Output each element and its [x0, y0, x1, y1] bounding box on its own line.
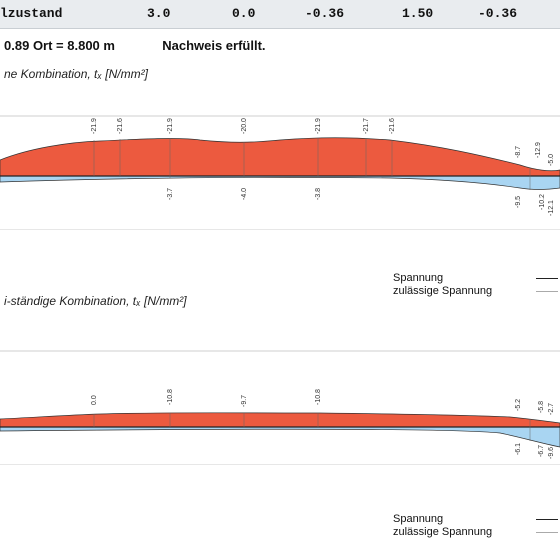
- legend-label-spannung: Spannung: [393, 513, 444, 525]
- row-value-5: -0.36: [478, 6, 518, 21]
- legend-item-zulaessig: zulässige Spannung: [393, 526, 558, 539]
- legend-line-zulaessig: [536, 532, 558, 533]
- chart2-diagram: 0.0 -10.8 -9.7 -10.8 -5.2 -5.8 -2.7 -6.1…: [0, 350, 560, 465]
- chart1-bottom-label: -9.5: [515, 196, 522, 208]
- chart1-top-label: -8.7: [515, 146, 522, 158]
- row-value-2: 0.0: [232, 6, 256, 21]
- chart1-top-label: -21.6: [389, 118, 396, 134]
- legend-label-spannung: Spannung: [393, 272, 444, 284]
- chart1-bottom-label: -4.0: [241, 188, 248, 200]
- chart1-tension-area: [0, 175, 560, 190]
- legend-label-zulaessig: zulässige Spannung: [393, 285, 493, 297]
- load-table-row: lzustand 3.0 0.0 -0.36 1.50 -0.36: [0, 0, 560, 29]
- chart1-bottom-label: -12.1: [548, 200, 555, 216]
- legend-line-spannung: [536, 278, 558, 279]
- chart1-bottom-label: -3.7: [167, 188, 174, 200]
- chart1-legend: Spannung zulässige Spannung: [393, 272, 558, 298]
- chart1-top-label: -21.9: [315, 118, 322, 134]
- chart2-top-label: -5.8: [538, 401, 545, 413]
- chart2-bottom-values: -6.1 -6.7 -9.6: [515, 443, 555, 459]
- chart1-top-label: -5.0: [548, 154, 555, 166]
- chart2-bottom-label: -6.7: [538, 445, 545, 457]
- chart2-bottom-label: -9.6: [548, 447, 555, 459]
- chart2-top-label: 0.0: [91, 395, 98, 405]
- chart2-tension-area: [0, 426, 560, 448]
- location-text: Ort = 8.800 m: [32, 38, 115, 53]
- chart1-diagram: -21.9 -21.6 -21.9 -20.0 -21.9 -21.7 -21.…: [0, 115, 560, 230]
- row-value-3: -0.36: [305, 6, 345, 21]
- chart2-compression-area: [0, 412, 560, 428]
- legend-item-spannung: Spannung: [393, 513, 558, 526]
- legend-label-zulaessig: zulässige Spannung: [393, 526, 493, 538]
- chart1-top-label: -12.9: [535, 142, 542, 158]
- legend-line-zulaessig: [536, 291, 558, 292]
- chart2-section-lines: [93, 413, 531, 441]
- chart1-top-label: -20.0: [241, 118, 248, 134]
- chart1-top-label: -21.9: [91, 118, 98, 134]
- chart1-section-lines: [93, 138, 531, 190]
- chart1-title: ne Kombination, tₓ [N/mm²]: [4, 67, 148, 81]
- chart2-top-label: -5.2: [515, 399, 522, 411]
- chart2-title: i-ständige Kombination, tₓ [N/mm²]: [4, 294, 187, 308]
- chart2-bottom-label: -6.1: [515, 443, 522, 455]
- chart2-top-label: -10.8: [167, 389, 174, 405]
- chart2-top-values: 0.0 -10.8 -9.7 -10.8 -5.2 -5.8 -2.7: [91, 389, 555, 415]
- row-value-1: 3.0: [147, 6, 171, 21]
- status-text: Nachweis erfüllt.: [162, 38, 266, 53]
- chart1-top-label: -21.6: [117, 118, 124, 134]
- chart2-top-label: -9.7: [241, 395, 248, 407]
- legend-item-zulaessig: zulässige Spannung: [393, 285, 558, 298]
- row-label: lzustand: [0, 6, 63, 21]
- legend-item-spannung: Spannung: [393, 272, 558, 285]
- chart2-top-label: -10.8: [315, 389, 322, 405]
- legend-line-spannung: [536, 519, 558, 520]
- chart1-top-label: -21.9: [167, 118, 174, 134]
- utilization-value: 0.89: [4, 38, 30, 53]
- chart2-top-label: -2.7: [548, 403, 555, 415]
- chart1-top-values: -21.9 -21.6 -21.9 -20.0 -21.9 -21.7 -21.…: [91, 118, 555, 166]
- chart1-compression-area: [0, 137, 560, 177]
- chart2-legend: Spannung zulässige Spannung: [393, 513, 558, 539]
- chart1-bottom-label: -10.2: [539, 194, 546, 210]
- chart1-bottom-label: -3.8: [315, 188, 322, 200]
- chart1-top-label: -21.7: [363, 118, 370, 134]
- chart1-bottom-values: -3.7 -4.0 -3.8 -9.5 -10.2 -12.1: [167, 188, 555, 216]
- result-summary: 0.89 Ort = 8.800 m Nachweis erfüllt.: [4, 38, 266, 53]
- row-value-4: 1.50: [402, 6, 434, 21]
